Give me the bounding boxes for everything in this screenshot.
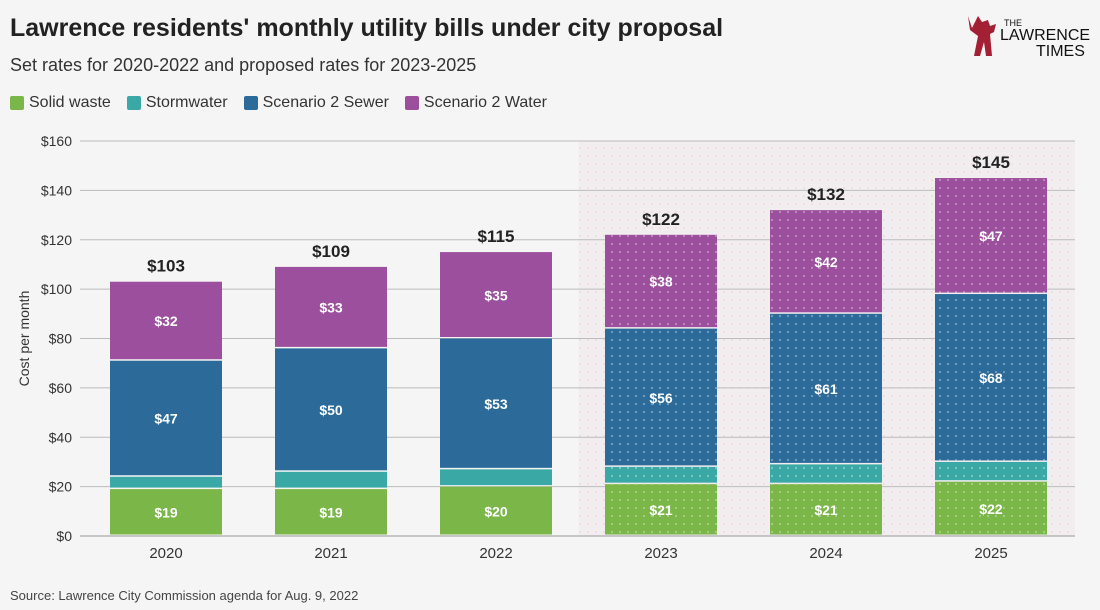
x-tick-label: 2025: [974, 545, 1007, 562]
legend-item: Scenario 2 Water: [404, 94, 547, 112]
legend-label: Solid waste: [29, 94, 111, 111]
bar-segment: [110, 281, 222, 360]
legend-label: Scenario 2 Water: [423, 94, 547, 111]
bar-segment: [440, 338, 552, 468]
x-tick-label: 2021: [314, 545, 347, 562]
x-tick-label: 2023: [644, 545, 677, 562]
y-tick-label: $80: [49, 331, 73, 347]
y-tick-label: $20: [49, 479, 73, 495]
bar-segment-pattern: [935, 178, 1047, 293]
bar-segment-pattern: [605, 484, 717, 535]
bar-total-label: $132: [807, 185, 845, 204]
bar-data-label: $53: [484, 396, 508, 412]
bar-segment: [110, 476, 222, 488]
y-axis-label: Cost per month: [16, 291, 32, 387]
bar-segment-pattern: [935, 294, 1047, 461]
bar-segment-pattern: [770, 210, 882, 313]
legend-swatch: [126, 96, 141, 110]
legend-swatch: [404, 96, 419, 110]
source-note: Source: Lawrence City Commission agenda …: [10, 588, 359, 603]
bar-data-label: $22: [979, 501, 1003, 517]
chart-subtitle: Set rates for 2020-2022 and proposed rat…: [10, 55, 477, 75]
bar-segment-pattern: [935, 461, 1047, 481]
svg-text:TIMES: TIMES: [1036, 43, 1085, 58]
bar-segment: [110, 360, 222, 476]
legend-swatch: [243, 96, 258, 110]
bar-segment-pattern: [935, 481, 1047, 535]
y-tick-label: $160: [41, 133, 72, 149]
bar-data-label: $61: [814, 381, 838, 397]
bar-segment-pattern: [770, 484, 882, 535]
bar-data-label: $19: [319, 505, 343, 521]
bar-total-label: $115: [478, 227, 515, 246]
bar-data-label: $19: [154, 505, 178, 521]
legend: Solid waste Stormwater Scenario 2 Sewer Sce…: [10, 94, 547, 112]
bar-data-label: $35: [484, 287, 508, 303]
bar-segment-pattern: [605, 466, 717, 483]
bar-data-label: $20: [484, 503, 508, 519]
y-tick-label: $100: [41, 281, 72, 297]
y-tick-label: $140: [41, 182, 72, 198]
bar-segment: [440, 252, 552, 337]
bar-data-label: $32: [154, 313, 178, 329]
bar-segment: [440, 469, 552, 486]
bar-segment: [110, 489, 222, 535]
legend-label: Scenario 2 Sewer: [262, 94, 389, 111]
legend-item: Solid waste: [10, 94, 111, 112]
bar-data-label: $56: [649, 390, 673, 406]
y-tick-label: $120: [41, 232, 72, 248]
bar-segment: [275, 266, 387, 347]
bar-data-label: $21: [649, 502, 673, 518]
bar-data-label: $68: [979, 370, 1003, 386]
y-tick-label: $40: [49, 429, 73, 445]
bar-segment: [440, 486, 552, 535]
bar-total-label: $122: [642, 210, 680, 229]
bar-data-label: $50: [319, 402, 343, 418]
bar-data-label: $47: [154, 411, 178, 427]
chart-title: Lawrence residents' monthly utility bill…: [10, 14, 724, 42]
bar-segment-pattern: [605, 234, 717, 328]
bar-segment-pattern: [605, 328, 717, 466]
bar-segment: [275, 489, 387, 535]
bar-total-label: $103: [147, 257, 185, 276]
bar-total-label: $109: [312, 242, 350, 261]
legend-swatch: [10, 96, 24, 110]
bar-segment-pattern: [770, 464, 882, 483]
x-tick-label: 2024: [809, 545, 842, 562]
legend-item: Scenario 2 Sewer: [243, 94, 389, 112]
bar-data-label: $47: [979, 228, 1003, 244]
bar-data-label: $38: [649, 274, 673, 290]
bar-segment: [275, 471, 387, 488]
bar-data-label: $42: [814, 254, 838, 270]
svg-text:THE: THE: [1004, 18, 1022, 28]
legend-item: Stormwater: [126, 94, 228, 112]
y-tick-label: $0: [56, 528, 72, 544]
y-tick-label: $60: [49, 380, 73, 396]
svg-text:LAWRENCE: LAWRENCE: [1000, 27, 1090, 44]
bar-data-label: $33: [319, 300, 343, 316]
x-tick-label: 2022: [479, 545, 512, 562]
bar-total-label: $145: [972, 153, 1010, 172]
bar-data-label: $21: [814, 502, 838, 518]
lawrence-times-logo: THE LAWRENCE TIMES: [968, 16, 1090, 58]
bar-segment-pattern: [770, 313, 882, 463]
x-tick-label: 2020: [149, 545, 182, 562]
legend-label: Stormwater: [145, 94, 228, 111]
bar-segment: [275, 348, 387, 471]
